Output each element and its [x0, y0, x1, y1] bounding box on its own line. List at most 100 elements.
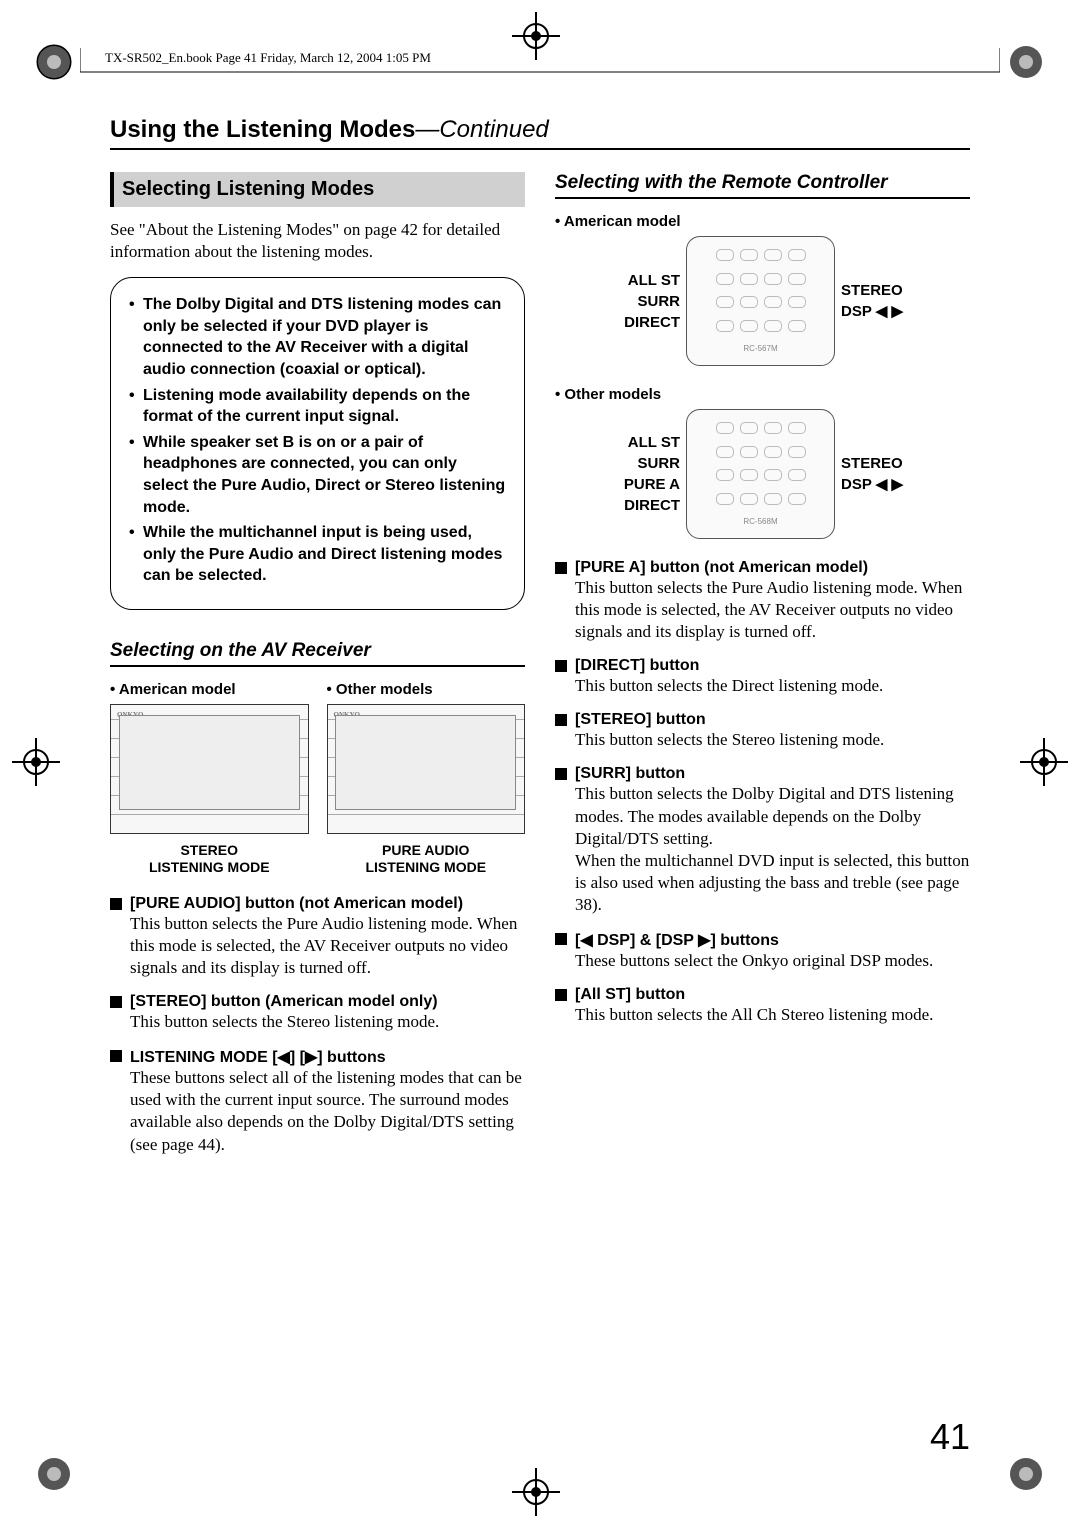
item-listening-mode-buttons: LISTENING MODE [◀] [▶] buttons These but…: [110, 1047, 525, 1155]
remote-label: DIRECT: [603, 495, 681, 516]
page: TX-SR502_En.book Page 41 Friday, March 1…: [0, 0, 1080, 1528]
remote-label-other: Other models: [555, 386, 970, 403]
item-head: [◀ DSP] & [DSP ▶] buttons: [575, 930, 779, 950]
remote-label: PURE A: [603, 474, 681, 495]
remote-block-american: American model ALL ST SURR DIRECT: [555, 213, 970, 366]
brand-badge: ONKYO: [117, 711, 143, 719]
register-mark-icon: [1020, 738, 1068, 786]
trim-line-icon: [80, 48, 1000, 78]
register-mark-icon: [12, 738, 60, 786]
crop-mark-icon: [30, 1450, 78, 1498]
item-head: [PURE AUDIO] button (not American model): [130, 895, 463, 913]
square-bullet-icon: [110, 996, 122, 1008]
item-stereo: [STEREO] button (American model only) Th…: [110, 993, 525, 1033]
item-body: This button selects the Pure Audio liste…: [575, 577, 970, 643]
item-body: These buttons select all of the listenin…: [130, 1067, 525, 1155]
remote-label: DSP ◀ ▶: [841, 301, 922, 322]
page-number: 41: [930, 1416, 970, 1458]
item-pure-a: [PURE A] button (not American model) Thi…: [555, 559, 970, 643]
item-surr: [SURR] button This button selects the Do…: [555, 765, 970, 916]
receiver-illustration: ONKYO: [110, 704, 309, 834]
two-column-layout: Selecting Listening Modes See "About the…: [110, 172, 970, 1170]
item-body: This button selects the Stereo listening…: [130, 1011, 525, 1033]
crop-mark-icon: [30, 38, 78, 86]
left-column: Selecting Listening Modes See "About the…: [110, 172, 525, 1170]
item-body: This button selects the Stereo listening…: [575, 729, 970, 751]
remote-label: DSP ◀ ▶: [841, 474, 922, 495]
note-item: While the multichannel input is being us…: [143, 522, 506, 587]
note-item: While speaker set B is on or a pair of h…: [143, 432, 506, 518]
remote-label: STEREO: [841, 453, 922, 474]
square-bullet-icon: [555, 933, 567, 945]
right-column: Selecting with the Remote Controller Ame…: [555, 172, 970, 1170]
crop-mark-icon: [1002, 38, 1050, 86]
section-title-selecting-modes: Selecting Listening Modes: [110, 172, 525, 207]
square-bullet-icon: [110, 898, 122, 910]
remote-label: SURR: [603, 291, 681, 312]
item-pure-audio: [PURE AUDIO] button (not American model)…: [110, 895, 525, 979]
page-title-continued: —Continued: [415, 116, 548, 143]
square-bullet-icon: [555, 562, 567, 574]
note-item: Listening mode availability depends on t…: [143, 385, 506, 428]
remote-diagram: ALL ST SURR PURE A DIRECT RC-568M: [603, 409, 923, 539]
remote-right-labels: STEREO DSP ◀ ▶: [841, 280, 922, 322]
square-bullet-icon: [555, 714, 567, 726]
remote-label: ALL ST: [603, 270, 681, 291]
remote-label: DIRECT: [603, 312, 681, 333]
item-head: LISTENING MODE [◀] [▶] buttons: [130, 1047, 386, 1067]
remote-left-labels: ALL ST SURR PURE A DIRECT: [603, 432, 681, 516]
caption-line: LISTENING MODE: [327, 859, 526, 877]
diagram-label-other: Other models: [327, 681, 526, 698]
item-head: [All ST] button: [575, 986, 685, 1004]
caption-line: LISTENING MODE: [110, 859, 309, 877]
brand-badge: ONKYO: [334, 711, 360, 719]
note-item: The Dolby Digital and DTS listening mode…: [143, 294, 506, 380]
item-body: This button selects the Pure Audio liste…: [130, 913, 525, 979]
remote-model: RC-568M: [743, 517, 777, 526]
item-head: [PURE A] button (not American model): [575, 559, 868, 577]
square-bullet-icon: [555, 660, 567, 672]
diagram-label-american: American model: [110, 681, 309, 698]
remote-label: STEREO: [841, 280, 922, 301]
item-dsp: [◀ DSP] & [DSP ▶] buttons These buttons …: [555, 930, 970, 972]
remote-block-other: Other models ALL ST SURR PURE A DIRECT: [555, 386, 970, 539]
remote-label-american: American model: [555, 213, 970, 230]
receiver-diagram-row: American model ONKYO STEREO LISTENING MO…: [110, 681, 525, 877]
register-mark-icon: [512, 1468, 560, 1516]
item-head: [SURR] button: [575, 765, 685, 783]
receiver-diagram-other: Other models ONKYO PURE AUDIO LISTENING …: [327, 681, 526, 877]
caption-line: PURE AUDIO: [327, 842, 526, 860]
remote-right-labels: STEREO DSP ◀ ▶: [841, 453, 922, 495]
diagram-caption-other: PURE AUDIO LISTENING MODE: [327, 842, 526, 877]
subhead-av-receiver: Selecting on the AV Receiver: [110, 640, 525, 667]
notes-box: The Dolby Digital and DTS listening mode…: [110, 277, 525, 610]
intro-paragraph: See "About the Listening Modes" on page …: [110, 219, 525, 263]
square-bullet-icon: [555, 989, 567, 1001]
item-direct: [DIRECT] button This button selects the …: [555, 657, 970, 697]
remote-body-illustration: RC-567M: [686, 236, 835, 366]
page-title: Using the Listening Modes—Continued: [110, 116, 970, 150]
item-head: [DIRECT] button: [575, 657, 699, 675]
page-title-text: Using the Listening Modes: [110, 116, 415, 143]
square-bullet-icon: [555, 768, 567, 780]
remote-model: RC-567M: [743, 344, 777, 353]
remote-body-illustration: RC-568M: [686, 409, 835, 539]
receiver-illustration: ONKYO: [327, 704, 526, 834]
item-head: [STEREO] button: [575, 711, 706, 729]
subhead-remote: Selecting with the Remote Controller: [555, 172, 970, 199]
remote-label: ALL ST: [603, 432, 681, 453]
remote-diagram: ALL ST SURR DIRECT RC-567M STERE: [603, 236, 923, 366]
item-body: This button selects the All Ch Stereo li…: [575, 1004, 970, 1026]
item-body: These buttons select the Onkyo original …: [575, 950, 970, 972]
item-head: [STEREO] button (American model only): [130, 993, 438, 1011]
remote-left-labels: ALL ST SURR DIRECT: [603, 270, 681, 333]
item-stereo-r: [STEREO] button This button selects the …: [555, 711, 970, 751]
receiver-diagram-american: American model ONKYO STEREO LISTENING MO…: [110, 681, 309, 877]
item-body: This button selects the Dolby Digital an…: [575, 783, 970, 916]
caption-line: STEREO: [110, 842, 309, 860]
square-bullet-icon: [110, 1050, 122, 1062]
crop-mark-icon: [1002, 1450, 1050, 1498]
remote-label: SURR: [603, 453, 681, 474]
item-body: This button selects the Direct listening…: [575, 675, 970, 697]
item-all-st: [All ST] button This button selects the …: [555, 986, 970, 1026]
